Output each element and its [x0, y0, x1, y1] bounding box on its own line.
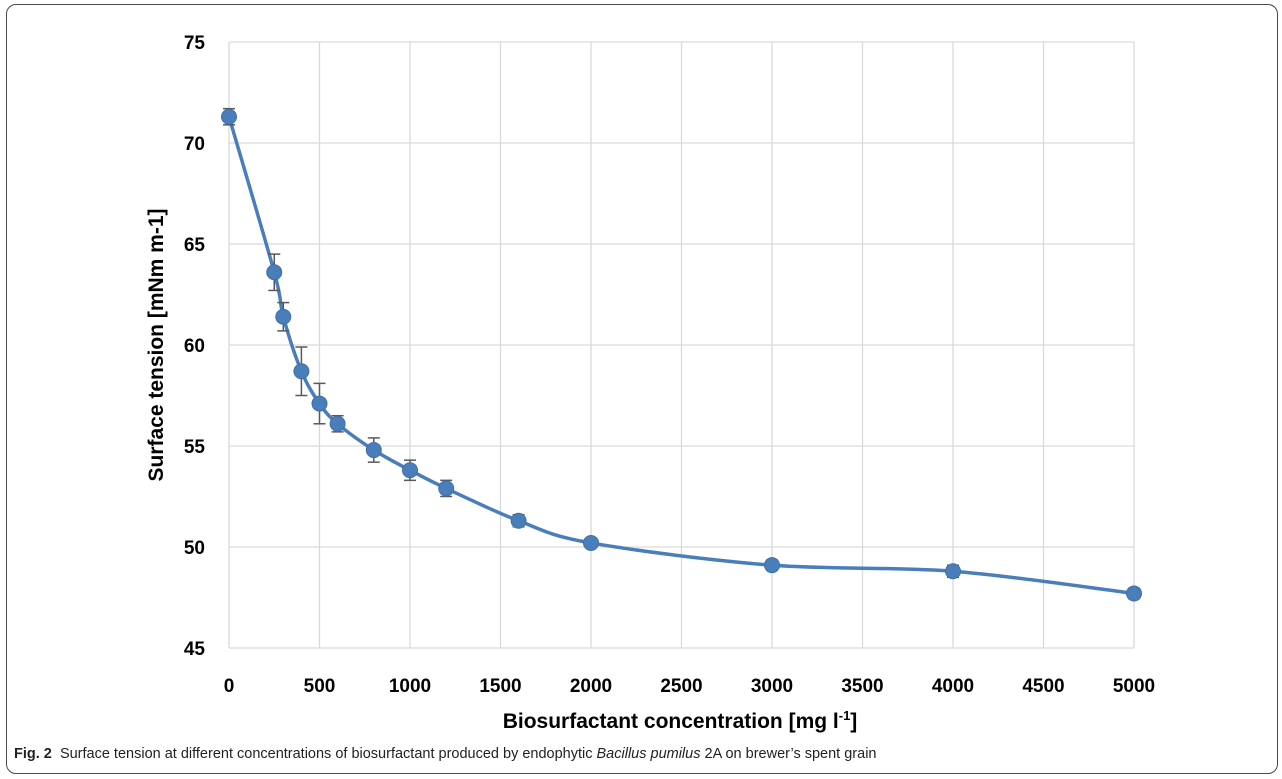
x-tick-label: 2500 [660, 676, 702, 697]
data-point [311, 395, 328, 412]
data-point [266, 264, 283, 281]
data-point [365, 442, 382, 459]
y-tick-label: 65 [184, 235, 206, 256]
x-axis-label: Biosurfactant concentration [mg l-1] [503, 708, 858, 733]
data-point [583, 534, 599, 551]
surface-tension-chart: 45 50 55 60 65 70 75 0 500 1000 1500 2000 2500 3000 3… [145, 33, 1155, 733]
data-point [402, 462, 418, 479]
data-point [438, 480, 455, 497]
y-axis-label: Surface tension [mNm m-1] [145, 208, 168, 481]
y-tick-label: 75 [184, 33, 206, 54]
y-tick-label: 50 [184, 538, 205, 559]
y-tick-label: 70 [184, 134, 205, 155]
x-tick-labels: 0 500 1000 1500 2000 2500 3000 3500 4000 4500 5000 [224, 676, 1155, 697]
figure-caption: Fig. 2 Surface tension at different conc… [14, 746, 1276, 762]
x-tick-label: 3500 [841, 676, 883, 697]
x-axis-label-main: Biosurfactant concentration [mg l [503, 710, 839, 733]
x-tick-label: 5000 [1113, 676, 1155, 697]
data-point [329, 415, 346, 432]
x-tick-label: 1000 [389, 676, 431, 697]
data-point [293, 363, 310, 380]
data-point [275, 308, 292, 325]
data-point [1126, 585, 1142, 602]
x-tick-label: 4500 [1022, 676, 1064, 697]
x-tick-label: 1500 [479, 676, 521, 697]
figure-frame [6, 4, 1278, 774]
y-tick-label: 60 [184, 336, 205, 357]
caption-species: Bacillus pumilus [596, 746, 701, 762]
x-axis-label-suffix: ] [850, 710, 857, 733]
data-point [764, 557, 780, 574]
data-point [945, 563, 961, 580]
x-tick-label: 0 [224, 676, 235, 697]
x-tick-label: 500 [304, 676, 336, 697]
x-axis-label-superscript: -1 [839, 708, 851, 723]
x-tick-label: 2000 [570, 676, 612, 697]
x-tick-label: 4000 [932, 676, 974, 697]
data-point [221, 108, 237, 125]
y-tick-label: 55 [184, 437, 206, 458]
caption-text-after: 2A on brewer’s spent grain [700, 746, 877, 762]
y-tick-labels: 45 50 55 60 65 70 75 [184, 33, 206, 660]
caption-label: Fig. 2 [14, 746, 52, 762]
data-point [510, 512, 527, 529]
caption-text-before: Surface tension at different concentrati… [59, 746, 597, 762]
data-points [221, 108, 1142, 602]
x-tick-label: 3000 [751, 676, 793, 697]
y-tick-label: 45 [184, 639, 206, 660]
